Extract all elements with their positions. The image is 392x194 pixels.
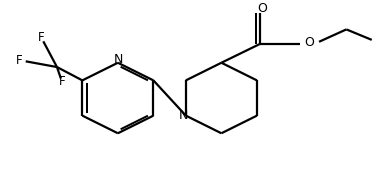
Text: F: F: [38, 31, 45, 44]
Text: N: N: [179, 109, 189, 122]
Text: O: O: [258, 2, 267, 15]
Text: F: F: [16, 54, 22, 67]
Text: F: F: [59, 75, 65, 88]
Text: O: O: [304, 36, 314, 49]
Text: N: N: [114, 53, 123, 66]
